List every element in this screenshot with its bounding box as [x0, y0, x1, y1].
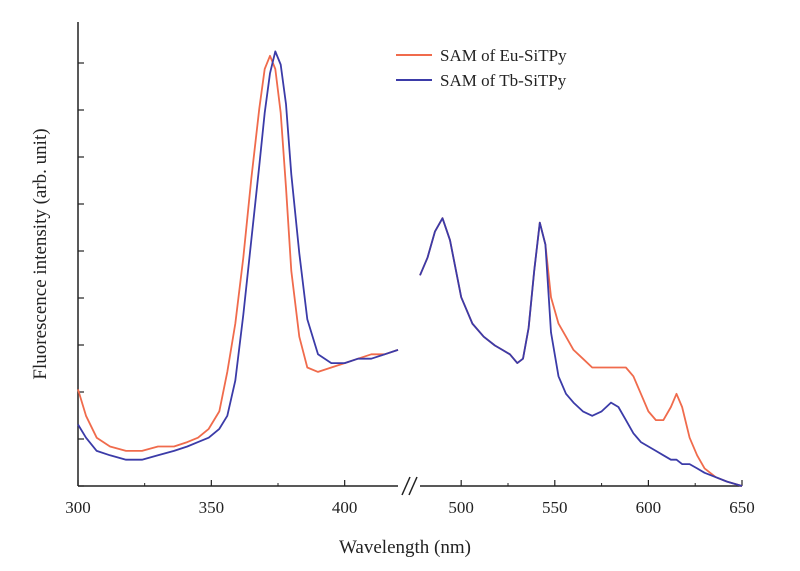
series-line-eu-seg1 [419, 217, 743, 487]
x-ticks: 300 350 400 500 550 600 650 [65, 480, 755, 517]
x-tick-label-350: 350 [199, 498, 225, 517]
x-tick-label-400: 400 [332, 498, 358, 517]
legend-label-eu: SAM of Eu-SiTPy [440, 46, 567, 65]
x-axis-title: Wavelength (nm) [339, 537, 471, 558]
axes [77, 22, 742, 496]
axis-break-mark [401, 476, 418, 496]
x-tick-label-600: 600 [636, 498, 662, 517]
x-tick-label-550: 550 [542, 498, 568, 517]
x-tick-label-300: 300 [65, 498, 91, 517]
series-lines [77, 50, 743, 487]
y-ticks [78, 62, 84, 487]
series-line-tb-seg1 [419, 217, 743, 487]
x-tick-label-500: 500 [448, 498, 474, 517]
series-line-tb-seg0 [77, 50, 399, 461]
legend: SAM of Eu-SiTPy SAM of Tb-SiTPy [396, 46, 567, 90]
y-axis-title: Fluorescence intensity (arb. unit) [30, 128, 51, 379]
series-line-eu-seg0 [77, 54, 399, 452]
x-tick-label-650: 650 [729, 498, 755, 517]
legend-label-tb: SAM of Tb-SiTPy [440, 71, 567, 90]
